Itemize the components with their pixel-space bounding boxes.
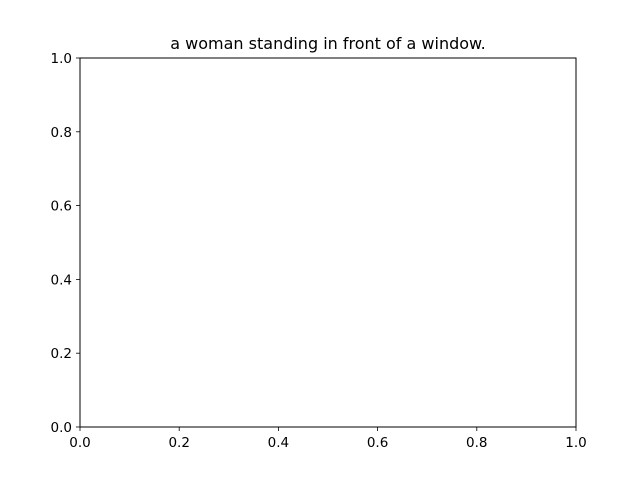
y-tick-label: 0.4 [51,272,72,288]
y-tick-label: 0.6 [51,199,72,215]
y-tick-label: 0.0 [51,420,72,436]
x-tick-label: 0.8 [466,435,487,451]
x-tick-label: 1.0 [565,435,586,451]
x-tick-label: 0.0 [69,435,90,451]
x-tick-label: 0.4 [268,435,289,451]
y-axis: 0.0 0.2 0.4 0.6 0.8 1.0 [51,51,80,436]
y-tick-label: 0.8 [51,125,72,141]
chart-title: a woman standing in front of a window. [170,34,485,53]
y-tick-label: 0.2 [51,346,72,362]
x-axis: 0.0 0.2 0.4 0.6 0.8 1.0 [69,427,587,451]
plot-area [79,57,577,428]
x-tick-label: 0.6 [367,435,388,451]
y-tick-label: 1.0 [51,51,72,67]
x-tick-label: 0.2 [168,435,189,451]
